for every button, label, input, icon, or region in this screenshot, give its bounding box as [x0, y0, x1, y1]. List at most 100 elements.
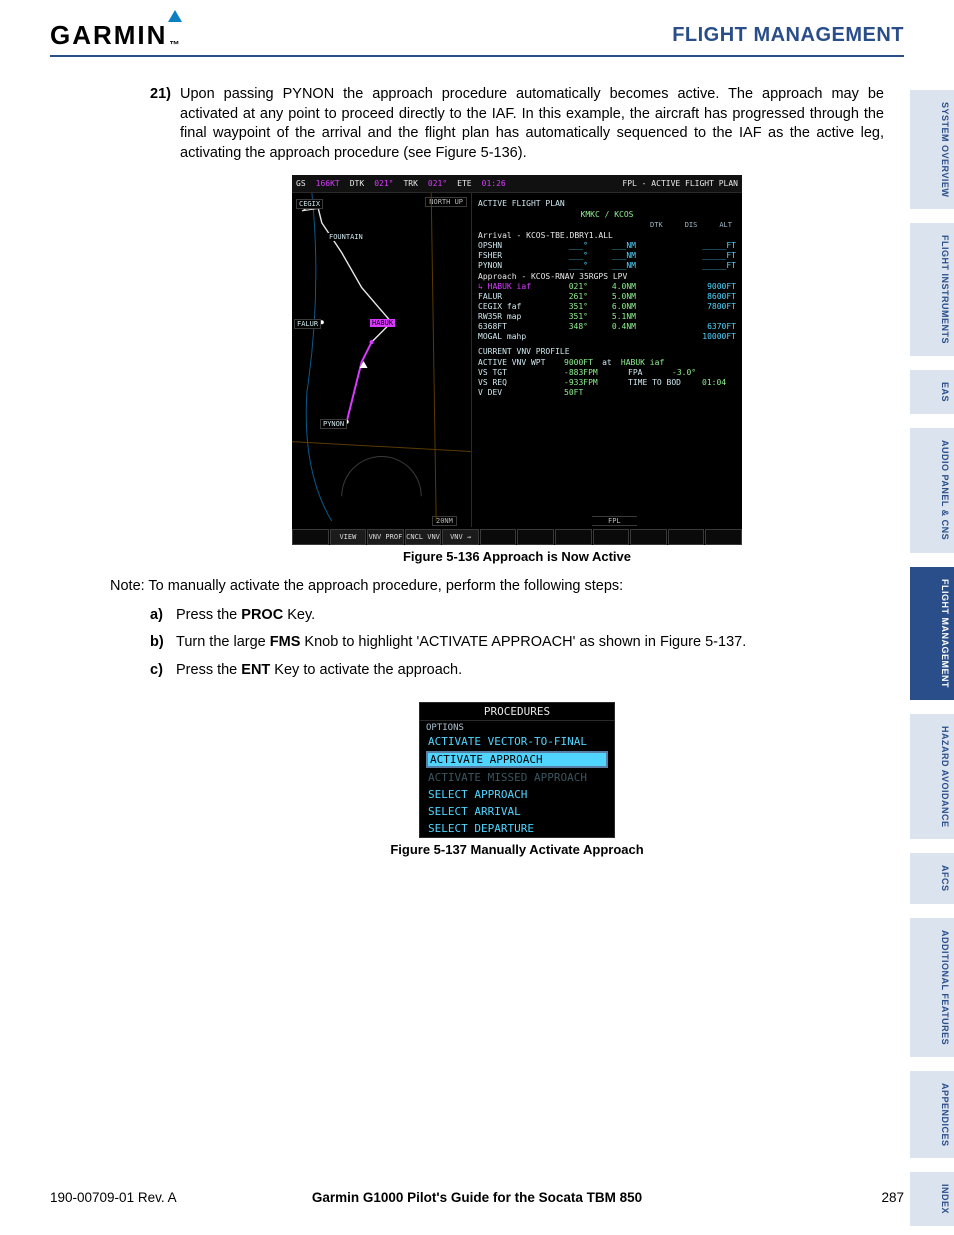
note-text: Note: To manually activate the approach …	[110, 578, 884, 594]
page-footer: 190-00709-01 Rev. A Garmin G1000 Pilot's…	[50, 1190, 904, 1205]
softkey-vnv-[interactable]: VNV →	[442, 529, 479, 545]
approach-row: 6368FT348°0.4NM6370FT	[478, 322, 736, 331]
footer-title: Garmin G1000 Pilot's Guide for the Socat…	[50, 1190, 904, 1205]
tab-eas[interactable]: EAS	[910, 370, 954, 414]
approach-row: RW35R map351°5.1NM	[478, 312, 736, 321]
proc-item-activate-vector-to-final[interactable]: ACTIVATE VECTOR-TO-FINAL	[420, 733, 614, 750]
softkey-empty	[480, 529, 517, 545]
tab-flight-instruments[interactable]: FLIGHT INSTRUMENTS	[910, 223, 954, 356]
map-svg	[292, 193, 471, 521]
side-tabs: SYSTEM OVERVIEW FLIGHT INSTRUMENTS EAS AUDI…	[910, 90, 954, 1226]
tab-system-overview[interactable]: SYSTEM OVERVIEW	[910, 90, 954, 209]
procedures-menu: PROCEDURES OPTIONS ACTIVATE VECTOR-TO-FI…	[419, 702, 615, 838]
vs-req: -933FPM	[564, 378, 624, 387]
vs-tgt-lbl: VS TGT	[478, 368, 560, 377]
vnv-wpt: HABUK iaf	[621, 358, 664, 367]
substep-b: b) Turn the large FMS Knob to highlight …	[150, 631, 884, 654]
softkey-vnv-prof[interactable]: VNV PROF	[367, 529, 404, 545]
fpl-plan: KMKC / KCOS	[478, 210, 736, 219]
section-title: FLIGHT MANAGEMENT	[672, 24, 904, 47]
dtk-label: DTK	[350, 179, 364, 188]
proc-item-activate-missed-approach: ACTIVATE MISSED APPROACH	[420, 769, 614, 786]
procedures-title: PROCEDURES	[420, 703, 614, 721]
substep-a-label: a)	[150, 604, 176, 627]
revision: 190-00709-01 Rev. A	[50, 1190, 177, 1205]
trk-label: TRK	[403, 179, 417, 188]
options-label: OPTIONS	[420, 723, 614, 733]
approach-row: CEGIX faf351°6.0NM7800FT	[478, 302, 736, 311]
softkey-row: VIEWVNV PROFCNCL VNVVNV →	[292, 529, 742, 545]
substep-c-label: c)	[150, 659, 176, 682]
tab-hazard-avoidance[interactable]: HAZARD AVOIDANCE	[910, 714, 954, 840]
map-wpt-habuk: HABUK	[370, 319, 395, 327]
tab-index[interactable]: INDEX	[910, 1172, 954, 1226]
approach-row: MOGAL mahp10000FT	[478, 332, 736, 341]
page-number: 287	[881, 1190, 904, 1205]
dtk-value: 021°	[374, 179, 393, 188]
map-wpt-cegix: CEGIX	[296, 199, 323, 209]
fpa: -3.0°	[672, 368, 696, 377]
approach-label: Approach - KCOS-RNAV 35RGPS LPV	[478, 272, 736, 281]
softkey-empty	[630, 529, 667, 545]
gs-value: 166KT	[316, 179, 340, 188]
map-wpt-falur: FALUR	[294, 319, 321, 329]
tab-appendices[interactable]: APPENDICES	[910, 1071, 954, 1159]
mfd-bottom-strip: 20NM FPL	[292, 515, 742, 527]
softkey-cncl-vnv[interactable]: CNCL VNV	[405, 529, 442, 545]
fpa-lbl: FPA	[628, 368, 668, 377]
vnv-profile-box: CURRENT VNV PROFILE ACTIVE VNV WPT9000FT…	[478, 347, 736, 397]
softkey-empty	[517, 529, 554, 545]
vs-req-lbl: VS REQ	[478, 378, 560, 387]
substeps: a) Press the PROC Key. b) Turn the large…	[150, 604, 884, 682]
softkey-empty	[555, 529, 592, 545]
softkey-view[interactable]: VIEW	[330, 529, 367, 545]
tab-audio-panel-cns[interactable]: AUDIO PANEL & CNS	[910, 428, 954, 552]
arrival-row: PYNON___°___NM_____FT	[478, 261, 736, 270]
figure-5-137-caption: Figure 5-137 Manually Activate Approach	[150, 842, 884, 857]
proc-item-select-arrival[interactable]: SELECT ARRIVAL	[420, 803, 614, 820]
approach-row: FALUR261°5.0NM8600FT	[478, 292, 736, 301]
logo-triangle-icon	[168, 10, 182, 22]
trk-value: 021°	[428, 179, 447, 188]
vnv-awpt: 9000FT	[564, 358, 593, 367]
page: GARMIN ™ FLIGHT MANAGEMENT SYSTEM OVERVI…	[0, 0, 954, 1235]
ete-value: 01:26	[482, 179, 506, 188]
figure-5-136: GS 166KT DTK 021° TRK 021° ETE 01:26 FPL…	[150, 175, 884, 564]
tab-flight-management[interactable]: FLIGHT MANAGEMENT	[910, 567, 954, 700]
substep-c: c) Press the ENT Key to activate the app…	[150, 659, 884, 682]
vs-tgt: -883FPM	[564, 368, 624, 377]
logo-trademark: ™	[169, 40, 181, 51]
softkey-empty	[292, 529, 329, 545]
tab-afcs[interactable]: AFCS	[910, 853, 954, 904]
vdev-lbl: V DEV	[478, 388, 560, 397]
nav-map: NORTH UP	[292, 193, 472, 527]
garmin-logo: GARMIN ™	[50, 20, 181, 51]
col-alt: ALT	[719, 221, 732, 229]
approach-row: ↳ HABUK iaf021°4.0NM9000FT	[478, 282, 736, 291]
map-wpt-pynon: PYNON	[320, 419, 347, 429]
page-header: GARMIN ™ FLIGHT MANAGEMENT	[50, 20, 904, 57]
logo-text: GARMIN	[50, 20, 167, 51]
col-dtk: DTK	[650, 221, 663, 229]
vdev: 50FT	[564, 388, 583, 397]
col-dis: DIS	[685, 221, 698, 229]
proc-item-select-departure[interactable]: SELECT DEPARTURE	[420, 820, 614, 837]
softkey-empty	[668, 529, 705, 545]
proc-item-select-approach[interactable]: SELECT APPROACH	[420, 786, 614, 803]
softkey-empty	[593, 529, 630, 545]
figure-5-136-caption: Figure 5-136 Approach is Now Active	[150, 549, 884, 564]
fpl-title: FPL - ACTIVE FLIGHT PLAN	[622, 179, 738, 188]
ttb: 01:04	[702, 378, 726, 387]
mfd-screenshot: GS 166KT DTK 021° TRK 021° ETE 01:26 FPL…	[292, 175, 742, 545]
softkey-empty	[705, 529, 742, 545]
tab-additional-features[interactable]: ADDITIONAL FEATURES	[910, 918, 954, 1057]
map-wpt-fountain: FOUNTAIN	[328, 233, 364, 241]
arrival-label: Arrival - KCOS-TBE.DBRY1.ALL	[478, 231, 736, 240]
mfd-topbar: GS 166KT DTK 021° TRK 021° ETE 01:26 FPL…	[292, 175, 742, 193]
step-number: 21)	[150, 85, 180, 163]
body: 21) Upon passing PYNON the approach proc…	[50, 85, 904, 857]
substep-c-text: Press the ENT Key to activate the approa…	[176, 659, 462, 682]
proc-item-activate-approach[interactable]: ACTIVATE APPROACH	[426, 751, 608, 768]
step-text: Upon passing PYNON the approach procedur…	[180, 85, 884, 163]
flight-plan-panel: ACTIVE FLIGHT PLAN KMKC / KCOS DTK DIS A…	[472, 193, 742, 527]
